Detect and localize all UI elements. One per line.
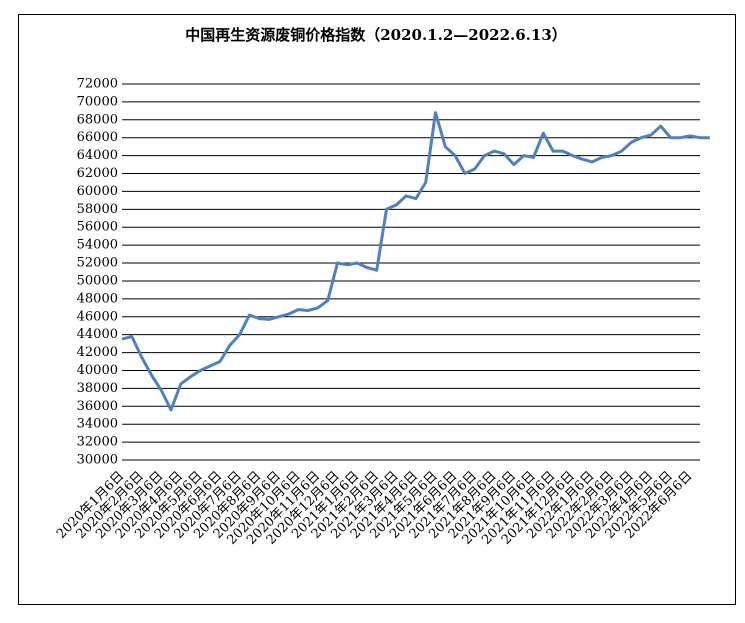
y-tick-label: 56000: [77, 220, 118, 235]
y-tick-label: 66000: [77, 130, 118, 145]
data-line: [121, 111, 710, 412]
y-tick-label: 62000: [77, 166, 118, 181]
chart-title: 中国再生资源废铜价格指数（2020.1.2—2022.6.13）: [185, 26, 567, 44]
y-tick-label: 48000: [77, 291, 118, 306]
y-tick-label: 46000: [77, 309, 118, 324]
y-tick-label: 40000: [77, 363, 118, 378]
y-tick-label: 38000: [77, 381, 118, 396]
y-tick-label: 32000: [77, 435, 118, 450]
y-tick-label: 44000: [77, 327, 118, 342]
y-tick-label: 58000: [77, 202, 118, 217]
y-tick-label: 68000: [77, 112, 118, 127]
y-tick-label: 54000: [77, 238, 118, 253]
y-tick-label: 52000: [77, 256, 118, 271]
chart-border: [18, 14, 736, 605]
y-tick-label: 60000: [77, 184, 118, 199]
y-tick-label: 50000: [77, 273, 118, 288]
y-tick-label: 36000: [77, 399, 118, 414]
y-tick-label: 72000: [77, 77, 118, 92]
y-tick-label: 64000: [77, 148, 118, 163]
y-tick-label: 34000: [77, 417, 118, 432]
y-tick-label: 70000: [77, 94, 118, 109]
y-tick-label: 30000: [77, 453, 118, 468]
y-tick-label: 42000: [77, 345, 118, 360]
